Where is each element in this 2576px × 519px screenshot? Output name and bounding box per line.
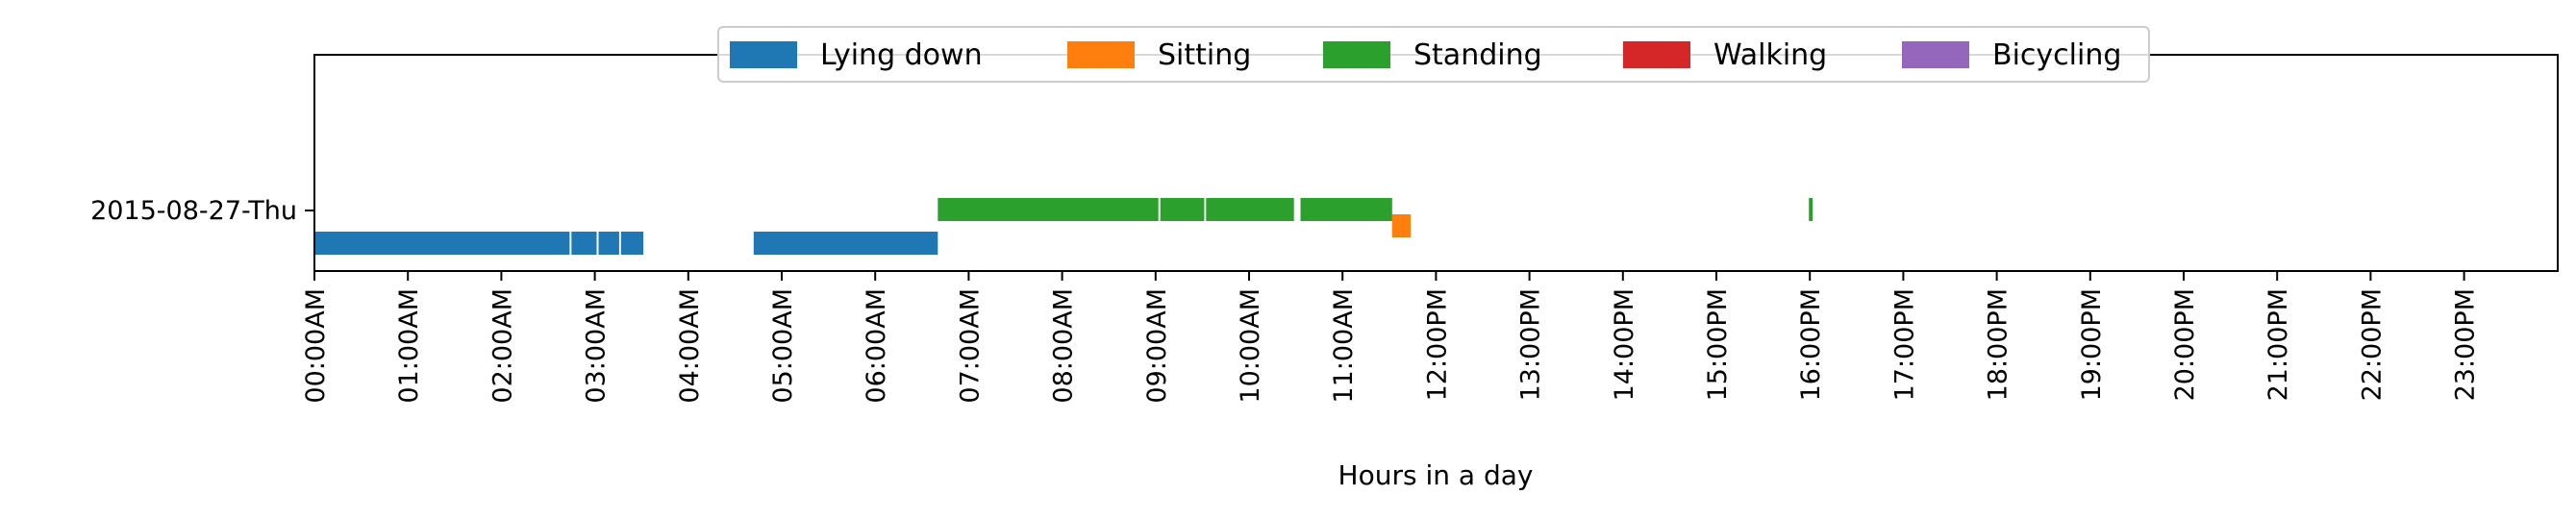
legend-label-walking: Walking	[1713, 38, 1827, 72]
legend-label-bicycling: Bicycling	[1992, 38, 2121, 72]
legend-swatch-lying-down	[730, 41, 797, 68]
x-tick-label: 23:00PM	[2451, 288, 2481, 401]
legend-swatch-walking	[1623, 41, 1690, 68]
x-tick-label: 22:00PM	[2357, 288, 2387, 401]
y-tick-label: 2015-08-27-Thu	[90, 196, 297, 226]
segment-lying-down-1	[571, 232, 597, 255]
x-tick-label: 21:00PM	[2263, 288, 2293, 401]
x-tick-label: 06:00AM	[862, 288, 891, 404]
x-tick-label: 14:00PM	[1610, 288, 1639, 401]
legend-label-lying-down: Lying down	[820, 38, 983, 72]
x-tick-label: 10:00AM	[1236, 288, 1265, 404]
x-tick-label: 02:00AM	[488, 288, 517, 404]
legend-swatch-sitting	[1067, 41, 1135, 68]
segment-standing-2	[1206, 198, 1294, 221]
x-tick-label: 00:00AM	[301, 288, 331, 404]
segment-lying-down-4	[753, 232, 938, 255]
x-tick-label: 12:00PM	[1422, 288, 1452, 401]
x-tick-label: 15:00PM	[1703, 288, 1733, 401]
legend-label-sitting: Sitting	[1158, 38, 1251, 72]
plot-frame	[313, 54, 2559, 272]
x-axis-title: Hours in a day	[1338, 459, 1534, 491]
x-tick-label: 03:00AM	[582, 288, 612, 404]
x-tick-label: 16:00PM	[1796, 288, 1826, 401]
x-tick-label: 17:00PM	[1889, 288, 1919, 401]
segment-standing-3	[1300, 198, 1392, 221]
legend-swatch-standing	[1323, 41, 1390, 68]
segment-standing-0	[938, 198, 1159, 221]
segment-standing-1	[1160, 198, 1205, 221]
x-tick-label: 01:00AM	[394, 288, 424, 404]
chart-marks	[314, 198, 1813, 255]
x-tick-label: 09:00AM	[1142, 288, 1172, 404]
x-tick-label: 08:00AM	[1049, 288, 1079, 404]
x-tick-label: 19:00PM	[2077, 288, 2107, 401]
x-tick-label: 04:00AM	[675, 288, 705, 404]
segment-standing-4	[1809, 198, 1813, 221]
x-axis: 00:00AM 01:00AM 02:00AM 03:00AM 04:00AM 05:00…	[301, 271, 2481, 404]
x-tick-label: 18:00PM	[1984, 288, 2013, 401]
segment-lying-down-3	[620, 232, 644, 255]
x-tick-label: 20:00PM	[2170, 288, 2200, 401]
legend-swatch-bicycling	[1902, 41, 1969, 68]
x-tick-label: 13:00PM	[1516, 288, 1546, 401]
segment-lying-down-2	[598, 232, 619, 255]
x-tick-label: 07:00AM	[955, 288, 985, 404]
segment-sitting-0	[1391, 214, 1412, 237]
x-tick-label: 05:00AM	[768, 288, 798, 404]
x-tick-label: 11:00AM	[1329, 288, 1359, 404]
legend: Lying down Sitting Standing Walking Bicyclin…	[717, 26, 2150, 83]
legend-label-standing: Standing	[1413, 38, 1542, 72]
y-axis: 2015-08-27-Thu	[90, 196, 314, 226]
segment-lying-down-0	[314, 232, 570, 255]
